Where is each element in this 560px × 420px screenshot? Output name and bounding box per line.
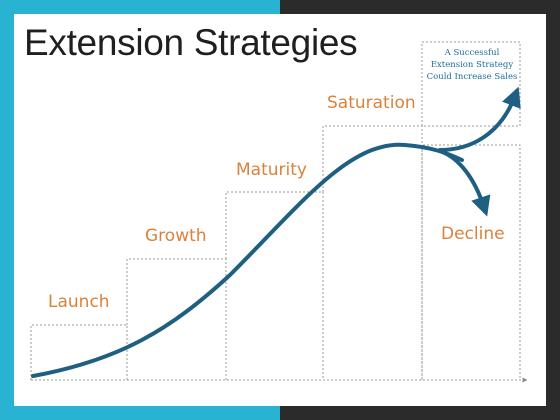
- lifecycle-curve: [31, 142, 464, 378]
- right-accent-bar: [546, 0, 560, 420]
- maturity-stage-box: [225, 191, 324, 380]
- increase-arrow: [438, 86, 521, 152]
- slide-content-panel: [14, 14, 546, 406]
- stage-label-decline: Decline: [441, 224, 505, 244]
- bottom-accent-bar-dark: [280, 406, 560, 420]
- top-accent-bar-blue: [0, 0, 280, 14]
- top-accent-bar-dark: [280, 0, 560, 14]
- stage-label-maturity: Maturity: [236, 160, 307, 180]
- decline-arrow: [438, 149, 491, 217]
- saturation-stage-box: [322, 125, 423, 380]
- note-line-2: Extension Strategy: [430, 60, 514, 70]
- stage-label-saturation: Saturation: [327, 93, 416, 113]
- note-line-3: Could Increase Sales: [426, 72, 518, 82]
- note-line-1: A Successful: [444, 48, 500, 58]
- note-box: [421, 41, 521, 127]
- stage-label-growth: Growth: [145, 226, 207, 246]
- stage-label-launch: Launch: [48, 292, 110, 312]
- left-accent-bar: [0, 0, 14, 420]
- bottom-accent-bar-blue: [0, 406, 280, 420]
- slide-title: Extension Strategies: [24, 22, 358, 63]
- growth-stage-box: [126, 258, 227, 380]
- extension-note: A Successful Extension Strategy Could In…: [424, 47, 520, 83]
